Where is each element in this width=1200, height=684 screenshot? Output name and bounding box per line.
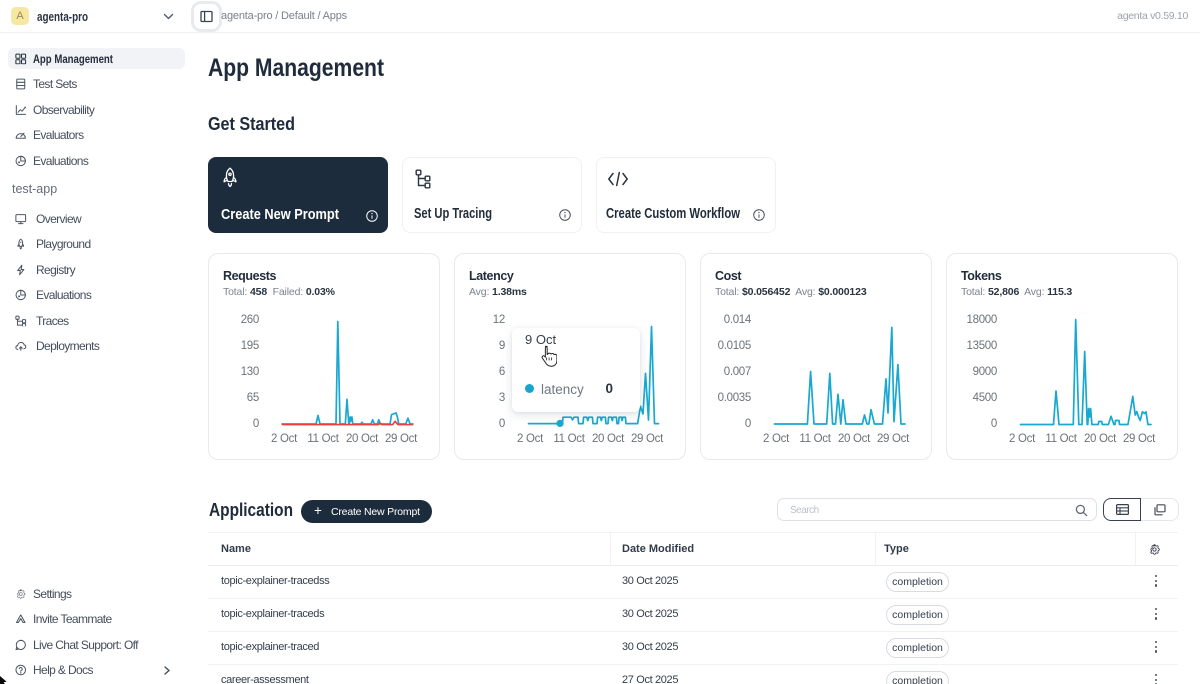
svg-text:130: 130 (241, 366, 259, 378)
svg-text:20 Oct: 20 Oct (838, 433, 871, 445)
svg-text:20 Oct: 20 Oct (1084, 433, 1117, 445)
svg-text:65: 65 (247, 392, 259, 404)
svg-text:29 Oct: 29 Oct (631, 433, 664, 445)
svg-text:3: 3 (499, 392, 505, 404)
svg-text:11 Oct: 11 Oct (1045, 433, 1077, 445)
svg-text:29 Oct: 29 Oct (385, 433, 418, 445)
svg-text:Application: Application (209, 499, 293, 520)
svg-text:20 Oct: 20 Oct (592, 433, 625, 445)
svg-text:20 Oct: 20 Oct (346, 433, 379, 445)
svg-text:13500: 13500 (967, 340, 997, 352)
svg-text:11 Oct: 11 Oct (307, 433, 339, 445)
svg-text:18000: 18000 (967, 314, 997, 326)
svg-text:9: 9 (499, 340, 505, 352)
svg-text:App Management: App Management (208, 54, 385, 82)
svg-text:Create Custom Workflow: Create Custom Workflow (606, 206, 741, 222)
svg-text:29 Oct: 29 Oct (1123, 433, 1156, 445)
svg-text:0.014: 0.014 (724, 314, 752, 326)
svg-text:4500: 4500 (973, 392, 997, 404)
svg-text:0: 0 (991, 418, 997, 430)
svg-text:2 Oct: 2 Oct (517, 433, 544, 445)
svg-text:0: 0 (499, 418, 505, 430)
svg-text:29 Oct: 29 Oct (877, 433, 910, 445)
svg-text:0.007: 0.007 (724, 366, 751, 378)
svg-text:12: 12 (493, 314, 505, 326)
svg-text:App Management: App Management (33, 52, 113, 66)
svg-text:0: 0 (745, 418, 751, 430)
svg-text:Set Up Tracing: Set Up Tracing (414, 206, 492, 222)
svg-text:6: 6 (499, 366, 505, 378)
svg-text:11 Oct: 11 Oct (553, 433, 585, 445)
svg-text:agenta-pro: agenta-pro (37, 10, 88, 24)
svg-text:195: 195 (241, 340, 259, 352)
svg-text:0.0035: 0.0035 (718, 392, 751, 404)
svg-text:0.0105: 0.0105 (718, 340, 751, 352)
svg-text:11 Oct: 11 Oct (799, 433, 831, 445)
svg-text:0: 0 (253, 418, 259, 430)
svg-text:2 Oct: 2 Oct (271, 433, 298, 445)
svg-text:9000: 9000 (973, 366, 997, 378)
svg-text:Get Started: Get Started (208, 113, 295, 134)
svg-text:Create New Prompt: Create New Prompt (221, 207, 339, 223)
svg-text:260: 260 (241, 314, 259, 326)
svg-text:2 Oct: 2 Oct (763, 433, 790, 445)
svg-text:2 Oct: 2 Oct (1009, 433, 1036, 445)
